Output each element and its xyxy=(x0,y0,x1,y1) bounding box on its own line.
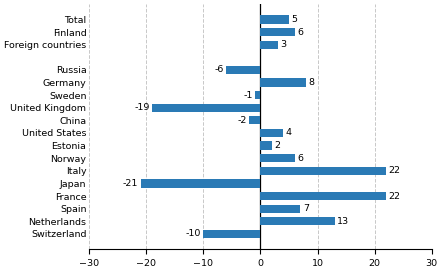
Text: -10: -10 xyxy=(186,229,201,238)
Bar xyxy=(260,129,283,137)
Bar xyxy=(203,230,260,238)
Text: -1: -1 xyxy=(243,91,252,100)
Bar xyxy=(260,167,386,175)
Bar xyxy=(226,66,260,74)
Text: 22: 22 xyxy=(389,166,400,175)
Bar xyxy=(260,154,295,162)
Text: 8: 8 xyxy=(309,78,314,87)
Bar xyxy=(260,141,272,150)
Text: 22: 22 xyxy=(389,191,400,200)
Bar xyxy=(260,28,295,36)
Text: 6: 6 xyxy=(297,27,303,36)
Bar xyxy=(260,78,306,86)
Text: -19: -19 xyxy=(134,103,150,112)
Bar xyxy=(255,91,260,99)
Text: 6: 6 xyxy=(297,154,303,163)
Bar xyxy=(260,217,335,225)
Bar xyxy=(260,41,278,49)
Text: 7: 7 xyxy=(303,204,309,213)
Text: 13: 13 xyxy=(337,217,349,226)
Text: -2: -2 xyxy=(237,116,247,125)
Text: 3: 3 xyxy=(280,40,286,49)
Bar xyxy=(260,15,289,23)
Text: 2: 2 xyxy=(274,141,280,150)
Bar xyxy=(141,179,260,187)
Bar xyxy=(249,116,260,124)
Text: 5: 5 xyxy=(291,15,297,24)
Bar xyxy=(260,205,301,213)
Bar xyxy=(152,104,260,112)
Bar xyxy=(260,192,386,200)
Text: -21: -21 xyxy=(123,179,138,188)
Text: 4: 4 xyxy=(286,128,292,137)
Text: -6: -6 xyxy=(214,65,224,74)
